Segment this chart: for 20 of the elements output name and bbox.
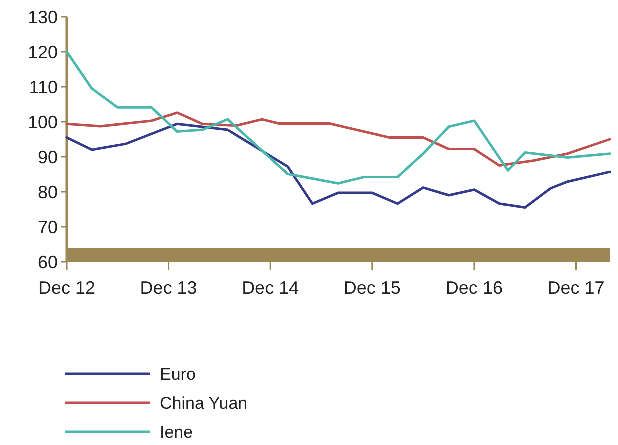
- x-tick-label: Dec 15: [344, 278, 401, 298]
- x-tick-label: Dec 12: [38, 278, 96, 298]
- line-series: [66, 50, 612, 185]
- legend-label: Iene: [160, 422, 194, 442]
- y-tick-label: 80: [38, 182, 58, 202]
- x-tick-label: Dec 16: [446, 278, 503, 298]
- x-tick-label: Dec 13: [140, 278, 198, 298]
- legend-label: China Yuan: [160, 394, 248, 413]
- y-tick-label: 90: [38, 147, 58, 168]
- y-tick-label: 110: [29, 77, 58, 98]
- line-series: [66, 122, 612, 209]
- x-tick-label: Dec 14: [242, 278, 300, 298]
- y-tick-label: 60: [38, 252, 58, 272]
- legend-label: Euro: [160, 364, 196, 384]
- y-tick-label: 130: [28, 7, 58, 28]
- y-tick-label: 120: [28, 42, 58, 62]
- line-series: [66, 112, 612, 167]
- x-tick-label: Dec 17: [548, 278, 605, 298]
- y-tick-label: 100: [28, 112, 58, 132]
- y-tick-label: 70: [38, 217, 58, 238]
